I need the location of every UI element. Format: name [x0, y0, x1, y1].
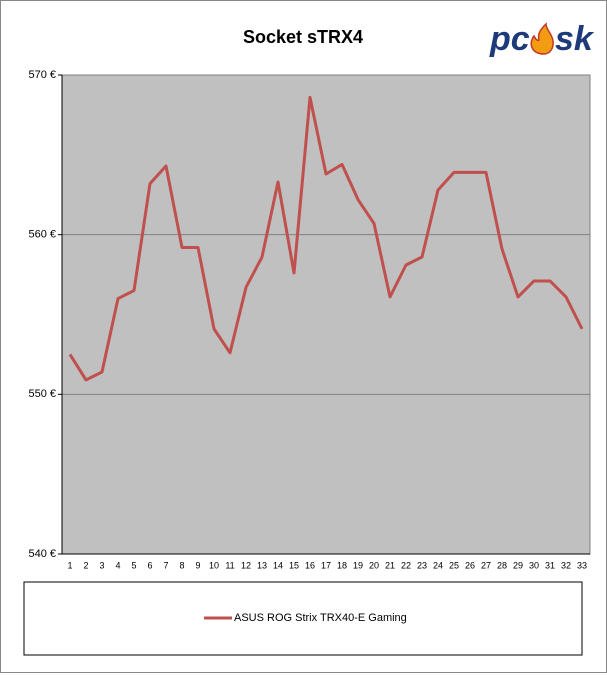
logo: pc sk	[489, 20, 595, 58]
x-tick-label: 31	[545, 560, 555, 570]
logo-right: sk	[555, 20, 595, 58]
y-tick-label: 570 €	[28, 69, 56, 81]
x-tick-label: 30	[529, 560, 539, 570]
legend-label: ASUS ROG Strix TRX40-E Gaming	[234, 612, 407, 624]
logo-left: pc	[489, 20, 530, 58]
x-tick-label: 14	[273, 560, 283, 570]
legend-box	[23, 581, 583, 656]
x-tick-label: 13	[257, 560, 267, 570]
x-tick-label: 20	[369, 560, 379, 570]
y-tick-label: 540 €	[28, 548, 56, 560]
series-line	[68, 95, 584, 382]
x-tick-label: 12	[241, 560, 251, 570]
x-tick-label: 23	[417, 560, 427, 570]
x-tick-label: 27	[481, 560, 491, 570]
x-tick-label: 15	[289, 560, 299, 570]
logo-flame	[530, 22, 554, 55]
x-tick-label: 11	[225, 560, 234, 570]
x-tick-label: 28	[497, 560, 507, 570]
x-tick-label: 25	[449, 560, 459, 570]
x-tick-label: 33	[577, 560, 587, 570]
x-tick-label: 4	[115, 560, 120, 570]
plot-area	[61, 74, 591, 555]
x-tick-label: 22	[401, 560, 411, 570]
x-tick-label: 16	[305, 560, 315, 570]
chart-title: Socket sTRX4	[243, 27, 363, 47]
x-tick-label: 1	[67, 560, 72, 570]
x-tick-label: 21	[385, 560, 395, 570]
x-tick-label: 24	[433, 560, 443, 570]
x-tick-label: 32	[561, 560, 571, 570]
y-tick-label: 560 €	[28, 229, 56, 241]
x-tick-label: 10	[209, 560, 219, 570]
x-tick-label: 19	[353, 560, 363, 570]
x-tick-label: 18	[337, 560, 347, 570]
x-tick-label: 6	[147, 560, 152, 570]
x-tick-label: 9	[195, 560, 200, 570]
x-tick-label: 3	[99, 560, 104, 570]
x-tick-label: 5	[131, 560, 136, 570]
x-tick-label: 7	[163, 560, 168, 570]
x-tick-label: 2	[83, 560, 88, 570]
y-tick-label: 550 €	[28, 388, 56, 400]
x-tick-label: 26	[465, 560, 475, 570]
x-tick-label: 8	[179, 560, 184, 570]
x-tick-label: 17	[321, 560, 331, 570]
x-tick-label: 29	[513, 560, 523, 570]
